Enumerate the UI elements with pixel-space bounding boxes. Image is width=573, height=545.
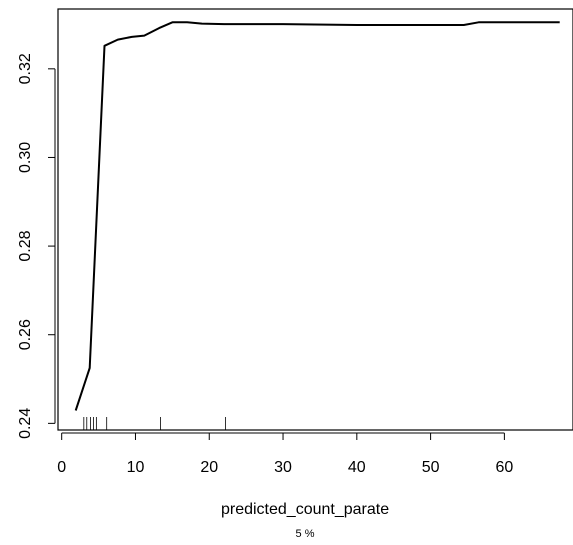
y-tick-label: 0.24 bbox=[17, 408, 34, 439]
x-tick-label: 50 bbox=[422, 459, 440, 476]
y-tick-label: 0.30 bbox=[17, 142, 34, 173]
x-tick-label: 10 bbox=[127, 459, 145, 476]
y-tick-label: 0.32 bbox=[17, 53, 34, 84]
series-line bbox=[74, 21, 560, 411]
series-group bbox=[74, 21, 560, 411]
x-tick-label: 60 bbox=[495, 459, 513, 476]
x-axis-title: predicted_count_parate bbox=[221, 501, 389, 518]
x-tick-label: 0 bbox=[57, 459, 66, 476]
x-tick-label: 30 bbox=[274, 459, 292, 476]
y-axis-ticks: 0.24 0.26 0.28 0.30 0.32 bbox=[17, 53, 55, 439]
x-axis-ticks: 0 10 20 30 40 50 60 bbox=[57, 433, 513, 476]
rug-marks bbox=[83, 417, 226, 430]
x-tick-label: 40 bbox=[348, 459, 366, 476]
chart-subtitle: 5 % bbox=[296, 528, 315, 540]
y-tick-label: 0.28 bbox=[17, 230, 34, 261]
x-tick-label: 20 bbox=[200, 459, 218, 476]
y-tick-label: 0.26 bbox=[17, 319, 34, 350]
plot-area-border bbox=[57, 8, 573, 431]
